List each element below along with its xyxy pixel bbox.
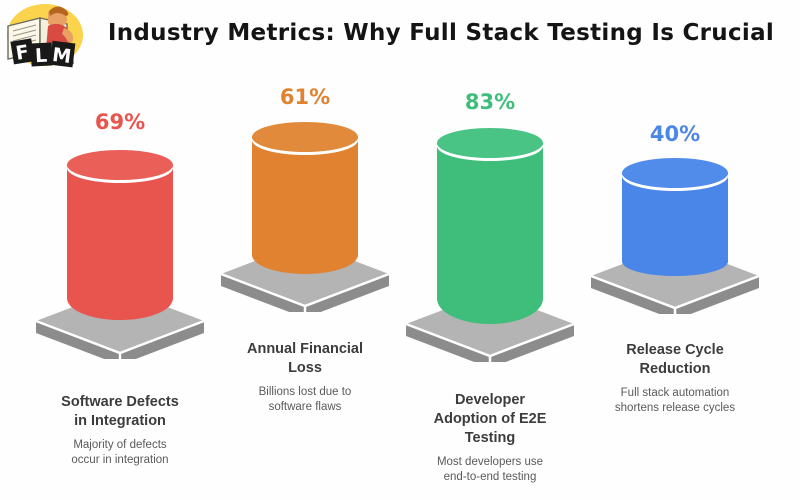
caption-title-3: Release Cycle Reduction — [626, 342, 724, 377]
value-label-2: 83% — [464, 90, 516, 114]
flm-logo-graphic: F L M — [7, 4, 83, 68]
logo-letter-f: F — [14, 41, 30, 65]
metric-column-annual-financial-loss: 61% Annual Financial Loss Billions lost … — [205, 0, 405, 500]
cylinder-top-3 — [622, 158, 728, 188]
cylinder-top-1 — [252, 122, 358, 152]
cylinder-top-2 — [437, 128, 543, 158]
cylinder-body-1 — [252, 137, 358, 274]
logo-letter-l: L — [34, 45, 47, 68]
caption-sub-2: Most developers use end-to-end testing — [436, 456, 544, 483]
page-title: Industry Metrics: Why Full Stack Testing… — [107, 20, 775, 46]
metric-column-developer-adoption: 83% Developer Adoption of E2E Testing Mo… — [390, 0, 590, 500]
caption-3: Release Cycle Reduction Full stack autom… — [575, 341, 775, 416]
logo-letter-m: M — [51, 44, 72, 68]
caption-2: Developer Adoption of E2E Testing Most d… — [390, 391, 590, 485]
cylinder-3 — [622, 158, 728, 276]
value-label-0: 69% — [94, 110, 146, 134]
caption-1: Annual Financial Loss Billions lost due … — [205, 340, 405, 415]
cylinder-body-0 — [67, 165, 173, 320]
header: F L M Industry Metrics: Why Full Stack T… — [0, 0, 800, 72]
caption-title-2: Developer Adoption of E2E Testing — [433, 392, 547, 446]
caption-sub-3: Full stack automation shortens release c… — [614, 387, 736, 414]
caption-sub-0: Majority of defects occur in integration — [71, 439, 169, 466]
cylinder-0 — [67, 150, 173, 320]
caption-0: Software Defects in Integration Majority… — [20, 393, 220, 468]
flm-book-logo: F L M — [4, 2, 86, 72]
caption-title-1: Annual Financial Loss — [246, 341, 363, 376]
metric-column-release-cycle: 40% Release Cycle Reduction Full stack a… — [575, 0, 775, 500]
cylinder-2 — [437, 128, 543, 324]
cylinder-1 — [252, 122, 358, 274]
caption-sub-1: Billions lost due to software flaws — [258, 386, 352, 413]
cylinder-body-3 — [622, 173, 728, 276]
caption-title-0: Software Defects in Integration — [61, 394, 179, 429]
value-label-3: 40% — [649, 122, 701, 146]
metric-column-software-defects: 69% Software Defects in Integration Majo… — [20, 0, 220, 500]
cylinder-body-2 — [437, 143, 543, 324]
cylinder-top-0 — [67, 150, 173, 180]
value-label-1: 61% — [279, 85, 331, 109]
